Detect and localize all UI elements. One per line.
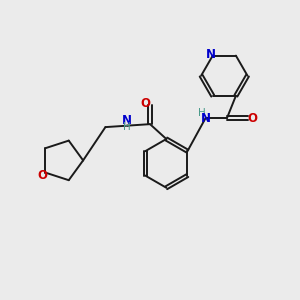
Text: N: N (206, 48, 216, 61)
Text: H: H (198, 108, 206, 118)
Text: N: N (122, 114, 132, 127)
Text: H: H (123, 122, 131, 132)
Text: O: O (140, 97, 150, 110)
Text: N: N (201, 112, 211, 124)
Text: O: O (248, 112, 258, 124)
Text: O: O (38, 169, 47, 182)
